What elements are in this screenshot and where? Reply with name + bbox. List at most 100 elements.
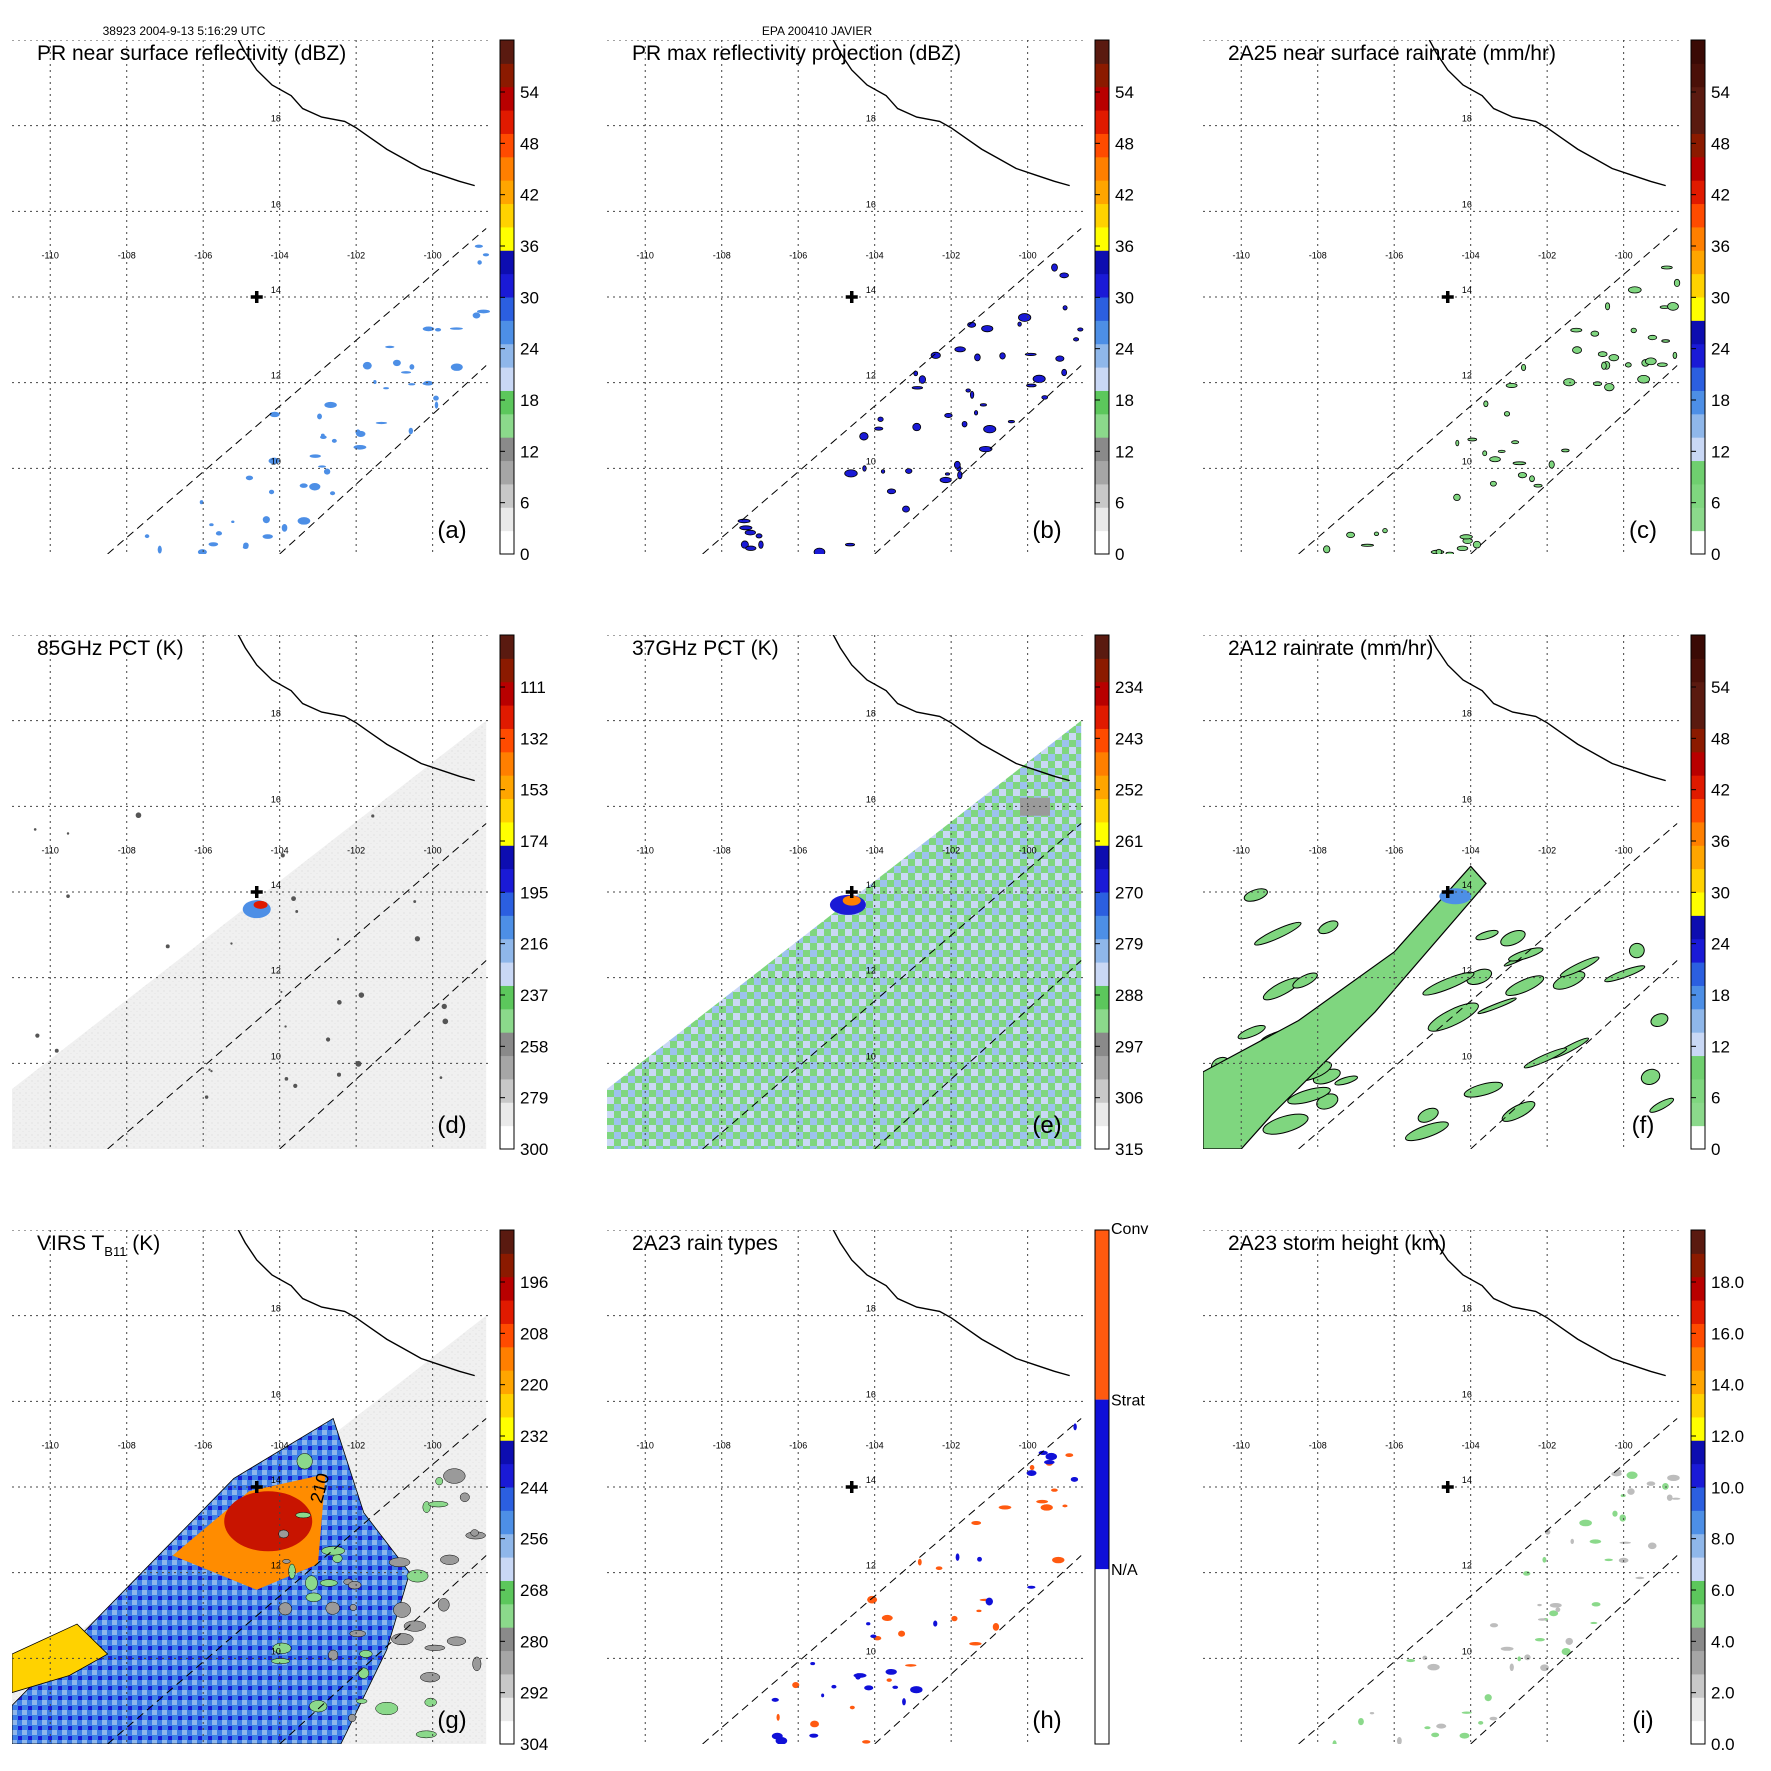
lat-tick-label: 16 [866, 794, 876, 804]
colorbar-tick-label: 48 [1711, 729, 1730, 748]
virs-cloud-cell [288, 1563, 296, 1580]
pr-echo-cell [810, 1720, 820, 1728]
pr-echo-cell [1635, 1576, 1645, 1580]
pr-swath-edge [279, 365, 487, 554]
lat-tick-label: 18 [866, 114, 876, 124]
pr-echo-cell [776, 1713, 780, 1721]
pr-echo-cell [981, 325, 994, 333]
colorbar-tick-label: 18 [520, 391, 539, 410]
pr-echo-cell [269, 411, 280, 418]
lat-tick-label: 16 [271, 1389, 281, 1399]
colorbar-tick-label: 0 [520, 545, 529, 564]
colorbar-tick-label: 252 [1115, 781, 1143, 800]
pr-echo-cell [324, 401, 337, 408]
pr-echo-cell [1455, 439, 1460, 447]
colorbar-segment [500, 1580, 514, 1605]
pr-echo-cell [1453, 493, 1461, 502]
pr-echo-cell [1062, 305, 1068, 311]
colorbar-a: 54 48 42 36 30 24 18 12 6 0 [499, 39, 539, 564]
pr-echo-cell [844, 469, 858, 478]
colorbar-segment [1095, 273, 1109, 298]
colorbar-segment [1691, 367, 1705, 391]
colorbar-segment [1691, 1533, 1705, 1558]
pr-echo-cell [215, 531, 223, 536]
pct-speck [35, 1033, 40, 1038]
pr-echo-cell [1358, 1717, 1364, 1726]
pr-echo-cell [1667, 1474, 1680, 1482]
colorbar-segment [500, 1673, 514, 1698]
lat-tick-label: 18 [866, 1304, 876, 1314]
colorbar-tick-label: 24 [1115, 340, 1134, 359]
pr-echo-cell [299, 483, 308, 488]
pct-speck [325, 1037, 331, 1042]
colorbar-tick-label: 24 [520, 340, 539, 359]
pr-echo-cell [1489, 1623, 1499, 1628]
pr-echo-cell [944, 412, 953, 418]
pct-speck [439, 1076, 443, 1079]
panel-d: -110 -108 -106 -104 -102 -100 20 18 16 14 12 10 85GH… [12, 634, 548, 1159]
colorbar-tick-label: 244 [520, 1478, 548, 1497]
pr-echo-cell [1489, 456, 1501, 463]
colorbar-segment [500, 962, 514, 986]
colorbar-segment [500, 343, 514, 368]
colorbar-segment [500, 390, 514, 415]
colorbar-e: 234 243 252 261 270 279 288 297 306 315 [1094, 634, 1143, 1159]
coastline [237, 635, 475, 782]
colorbar-tick-label: 153 [520, 781, 548, 800]
pr-echo-cell [1537, 1618, 1547, 1621]
pr-echo-cell [1671, 1497, 1681, 1500]
panel-letter: (i) [1632, 1707, 1653, 1734]
pr-swath-edge [107, 1418, 487, 1744]
pr-echo-cell [979, 403, 987, 407]
colorbar-segment [500, 1393, 514, 1418]
lat-tick-label: 18 [1462, 114, 1472, 124]
pr-swath-edge [1470, 1555, 1678, 1744]
lat-tick-label: 10 [271, 1051, 281, 1061]
lon-tick-label: -108 [118, 250, 136, 260]
virs-cloud-cell [272, 1642, 292, 1654]
colorbar-segment [1095, 728, 1109, 753]
lon-tick-label: -106 [789, 1440, 807, 1450]
colorbar-segment [1691, 821, 1705, 846]
panel-c: -110 -108 -106 -104 -102 -100 20 18 16 14 12 10 2A25… [1203, 39, 1730, 564]
pr-echo-cell [1406, 1659, 1416, 1663]
colorbar-tick-label: 30 [1115, 288, 1134, 307]
rain-area [1237, 1024, 1266, 1040]
pr-echo-cell [912, 422, 922, 432]
colorbar-segment [1691, 868, 1705, 893]
virs-cloud-cell [309, 1700, 328, 1713]
panel-i: -110 -108 -106 -104 -102 -100 20 18 16 14 12 10 2A23… [1203, 1229, 1744, 1754]
pr-echo-cell [268, 489, 275, 495]
colorbar-tick-label: 6.0 [1711, 1581, 1735, 1600]
lon-tick-label: -100 [1019, 845, 1037, 855]
pr-echo-cell [408, 383, 416, 386]
pr-echo-cell [1332, 1740, 1337, 1744]
lon-tick-label: -100 [1615, 250, 1633, 260]
lat-tick-label: 20 [1462, 623, 1472, 633]
lon-tick-label: -102 [1538, 250, 1556, 260]
pr-echo-cell [998, 1505, 1012, 1510]
pr-echo-cell [1029, 1465, 1035, 1471]
panel-e: -110 -108 -106 -104 -102 -100 20 18 16 14 12 10 37GH… [607, 634, 1143, 1159]
lat-tick-label: 12 [866, 1561, 876, 1571]
lat-tick-label: 14 [866, 1475, 876, 1485]
pr-echo-cell [1040, 1504, 1053, 1511]
colorbar-segment [1691, 798, 1705, 823]
colorbar-tick-label: 258 [520, 1037, 548, 1056]
lon-tick-label: -104 [866, 1440, 884, 1450]
colorbar-segment [500, 1346, 514, 1371]
colorbar-segment [1691, 1440, 1705, 1465]
colorbar-segment [1095, 751, 1109, 776]
pr-echo-cell [1382, 528, 1388, 534]
pr-echo-cell [771, 1697, 779, 1702]
lon-tick-label: -106 [194, 845, 212, 855]
lon-tick-label: -100 [1615, 1440, 1633, 1450]
colorbar-tick-label: 14.0 [1711, 1376, 1744, 1395]
storm-center-marker [845, 1481, 858, 1493]
pr-echo-cell [855, 1673, 861, 1680]
rain-band-main [1203, 865, 1487, 1149]
rain-area [1475, 929, 1499, 941]
pr-echo-cell [1597, 351, 1608, 357]
colorbar-segment [1691, 1300, 1705, 1324]
